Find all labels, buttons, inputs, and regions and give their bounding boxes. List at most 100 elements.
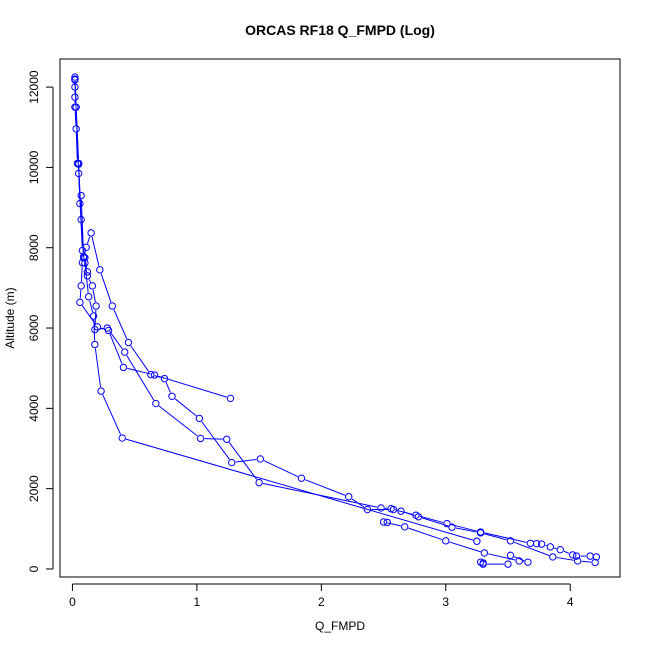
series-segment <box>125 438 474 541</box>
data-point <box>93 323 102 331</box>
data-point <box>256 455 265 463</box>
data-point <box>78 258 87 267</box>
data-point <box>537 540 546 548</box>
data-point <box>401 523 409 531</box>
series-segment <box>88 279 92 283</box>
series-segment <box>484 532 527 543</box>
series-segment <box>514 541 550 556</box>
x-tick-label: 0 <box>69 595 76 609</box>
data-point <box>586 552 594 560</box>
series-segment <box>404 511 415 517</box>
data-point <box>91 340 99 349</box>
series-segment <box>84 266 89 293</box>
data-point <box>108 302 116 310</box>
data-point <box>78 246 87 255</box>
data-point <box>379 518 388 526</box>
data-point <box>442 537 450 545</box>
series-segment <box>455 527 477 533</box>
data-point <box>77 282 85 290</box>
series-1 <box>71 75 601 561</box>
data-point <box>71 76 79 84</box>
x-tick-label: 2 <box>318 595 325 609</box>
series-segment <box>130 345 149 372</box>
series-segment <box>127 367 151 375</box>
series-5 <box>76 254 235 403</box>
series-segment <box>78 177 83 247</box>
series-segment <box>422 517 449 527</box>
series-3 <box>71 76 481 545</box>
y-tick-label: 8000 <box>27 234 41 261</box>
series-segment <box>86 236 91 244</box>
data-point <box>152 399 160 408</box>
series-segment <box>109 333 123 364</box>
series-segment <box>158 405 198 437</box>
data-point <box>196 434 205 443</box>
series-segment <box>387 522 401 527</box>
series-segment <box>92 289 96 303</box>
series-segment <box>201 421 230 460</box>
y-tick-label: 6000 <box>27 314 41 341</box>
series-segment <box>228 442 258 480</box>
data-point <box>387 505 395 513</box>
y-tick-label: 12000 <box>27 70 41 104</box>
series-segment <box>81 305 96 324</box>
data-point <box>74 169 83 178</box>
series-layer <box>71 73 601 568</box>
series-segment <box>83 261 88 273</box>
data-point <box>377 504 385 512</box>
data-point <box>546 543 555 551</box>
data-point <box>506 551 515 560</box>
data-point <box>124 338 133 347</box>
data-point <box>150 371 159 379</box>
data-point <box>89 312 98 320</box>
data-point <box>476 529 485 537</box>
data-point <box>71 73 79 81</box>
data-point <box>97 387 105 395</box>
data-point <box>121 348 129 356</box>
series-segment <box>304 479 346 496</box>
series-segment <box>102 394 122 435</box>
data-point <box>88 282 97 290</box>
y-tick-label: 10000 <box>27 150 41 184</box>
data-point <box>526 539 535 547</box>
chart-title: ORCAS RF18 Q_FMPD (Log) <box>245 22 435 38</box>
data-point <box>168 392 176 401</box>
series-2 <box>71 73 599 567</box>
data-point <box>71 93 79 101</box>
data-point <box>104 326 113 335</box>
series-segment <box>263 460 299 477</box>
data-point <box>448 523 456 531</box>
series-segment <box>581 560 592 563</box>
series-segment <box>488 553 516 561</box>
data-point <box>591 558 599 567</box>
data-point <box>479 560 487 568</box>
data-point <box>92 302 100 310</box>
series-segment <box>554 547 557 550</box>
data-point <box>443 519 451 528</box>
data-point <box>414 513 423 521</box>
series-segment <box>94 348 102 388</box>
series-segment <box>419 515 444 524</box>
x-tick-label: 4 <box>567 595 574 609</box>
data-point <box>476 558 485 566</box>
data-point <box>223 435 231 443</box>
series-segment <box>79 289 82 299</box>
data-point <box>147 370 155 379</box>
y-axis: 0 2000 4000 6000 8000 10000 12000 <box>27 70 54 572</box>
data-point <box>195 414 204 423</box>
data-point <box>549 553 557 561</box>
data-point <box>515 557 523 565</box>
data-point <box>524 558 532 566</box>
series-segment <box>113 309 128 340</box>
series-segment <box>74 111 77 125</box>
data-point <box>383 518 391 527</box>
data-point <box>255 478 263 487</box>
series-4 <box>379 518 532 568</box>
series-segment <box>100 327 105 330</box>
data-point <box>228 458 236 467</box>
series-segment <box>80 266 83 282</box>
y-tick-label: 2000 <box>27 475 41 502</box>
data-point <box>480 549 489 557</box>
series-segment <box>126 355 155 401</box>
